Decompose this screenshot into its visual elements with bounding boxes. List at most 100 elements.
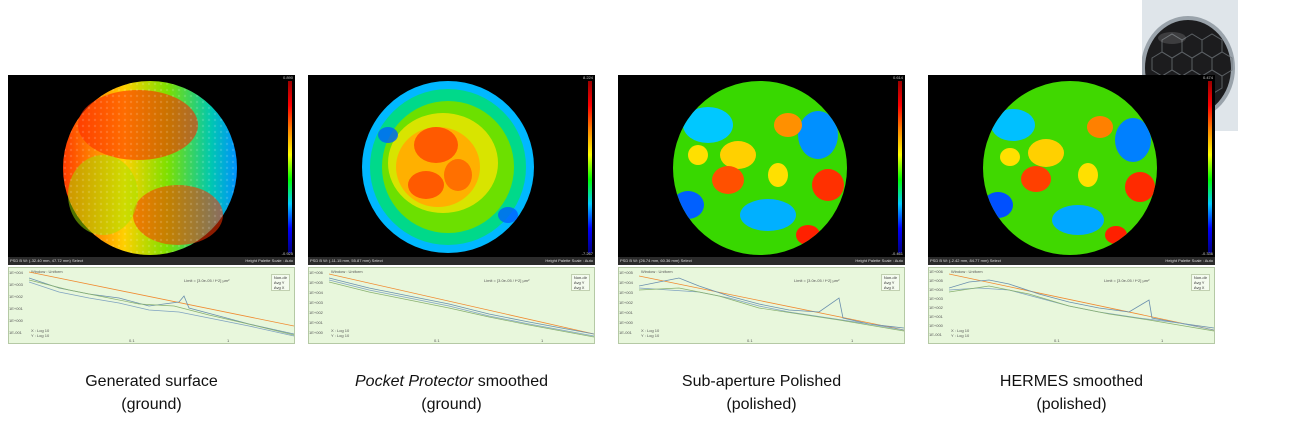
psd-legend: Non-dir Avg Y Avg X [270, 274, 290, 291]
psd-axes-note: X : Log 10 Y : Log 10 [641, 328, 659, 338]
y-tick: 1E+002 [9, 294, 23, 299]
status-bar: PSD B W: (-11.15 mm, 55.87 mm) Select He… [308, 257, 595, 265]
psd-window-label: Window : Uniform [31, 269, 63, 274]
y-tick: 1E+004 [619, 280, 633, 285]
legend-item: Avg Y [1193, 280, 1205, 285]
psd-window-label: Window : Uniform [331, 269, 363, 274]
y-tick: 1E-001 [929, 332, 942, 337]
y-tick: 1E+003 [619, 290, 633, 295]
scale-min-value: -7.267 [581, 251, 593, 256]
psd-window-label: Window : Uniform [641, 269, 673, 274]
scale-min-value: -0.925 [281, 251, 293, 256]
psd-window-label: Window : Uniform [951, 269, 983, 274]
psd-curves [949, 273, 1214, 332]
avg-x-line [29, 281, 294, 337]
y-tick: 1E+004 [929, 287, 943, 292]
psd-legend: Non-dir Avg Y Avg X [880, 274, 900, 291]
y-tick: 1E+002 [619, 300, 633, 305]
mirror-photo [1141, 0, 1238, 131]
y-tick: 1E+000 [619, 320, 633, 325]
axis-note: X : Log 10 [951, 328, 970, 333]
avg-x-line [949, 287, 1214, 331]
y-tick: 1E+003 [929, 296, 943, 301]
y-tick: 1E+004 [309, 290, 323, 295]
panel-caption: Pocket Protector smoothed (ground) [308, 370, 595, 416]
caption-line1: Generated surface [85, 373, 218, 390]
color-scale-bar [898, 81, 902, 253]
legend-item: Avg X [273, 285, 285, 290]
psd-plot: Window : Uniform Limit = [3.0e-05 / f^2]… [928, 267, 1215, 344]
psd-limit-label: Limit = [3.0e-05 / f^2] µm² [484, 278, 530, 283]
psd-legend: Non-dir Avg Y Avg X [1190, 274, 1210, 291]
panel-caption: Sub-aperture Polished (polished) [618, 370, 905, 416]
scale-max-value: 0.614 [892, 75, 903, 80]
non-dir-line [949, 285, 1214, 332]
caption-italic: Pocket Protector [355, 373, 474, 390]
legend-item: Avg Y [573, 280, 585, 285]
axis-note: Y : Log 10 [641, 333, 660, 338]
caption-line2: (ground) [421, 396, 482, 413]
axis-note: X : Log 10 [641, 328, 660, 333]
avg-y-line [639, 277, 904, 329]
height-map-image [673, 81, 847, 255]
scale-min-value: -0.461 [891, 251, 903, 256]
y-tick: 1E+002 [309, 310, 323, 315]
caption-line1: Sub-aperture Polished [681, 373, 842, 390]
y-tick: 1E+005 [619, 270, 633, 275]
y-tick: 1E+001 [309, 320, 323, 325]
y-tick: 1E+000 [9, 318, 23, 323]
x-tick: 0.1 [747, 338, 753, 343]
x-tick: 0.1 [129, 338, 135, 343]
status-left: PSD B W: (-2.42 mm, 84.77 mm) Select [930, 258, 1001, 263]
psd-axes-note: X : Log 10 Y : Log 10 [951, 328, 969, 338]
panel-caption: HERMES smoothed (polished) [928, 370, 1215, 416]
legend-item: Avg X [883, 285, 895, 290]
x-tick: 1 [541, 338, 544, 343]
legend-item: Avg Y [883, 280, 895, 285]
y-tick: 1E-001 [619, 330, 632, 335]
status-left: PSD B W: (26.74 mm, 60.36 mm) Select [620, 258, 692, 263]
avg-x-line [639, 287, 904, 331]
limit-line [29, 271, 294, 327]
status-right: Height Palette Scale : Auto [545, 258, 593, 263]
axis-note: Y : Log 10 [331, 333, 350, 338]
limit-line [949, 273, 1214, 331]
psd-curves [329, 273, 594, 338]
legend-item: Non-dir [273, 275, 287, 280]
y-tick: 1E+003 [309, 300, 323, 305]
axis-note: Y : Log 10 [31, 333, 50, 338]
y-tick: 1E+004 [9, 270, 23, 275]
y-tick: 1E-001 [9, 330, 22, 335]
x-tick: 0.1 [1054, 338, 1060, 343]
height-map-image [983, 81, 1157, 255]
caption-line2: (polished) [1036, 396, 1107, 413]
psd-axes-note: X : Log 10 Y : Log 10 [31, 328, 49, 338]
surface-map: 8.224 -7.267 [308, 75, 595, 257]
scale-max-value: 8.224 [582, 75, 593, 80]
color-scale-bar [588, 81, 592, 253]
y-tick: 1E+005 [929, 278, 943, 283]
non-dir-line [329, 281, 594, 338]
x-tick: 1 [227, 338, 230, 343]
x-tick: 1 [851, 338, 854, 343]
surface-map: 0.890 -0.925 [8, 75, 295, 257]
avg-y-line [329, 277, 594, 335]
legend-item: Non-dir [1193, 275, 1207, 280]
y-tick: 1E+006 [929, 269, 943, 274]
status-right: Height Palette Scale : Auto [245, 258, 293, 263]
caption-line1: HERMES smoothed [999, 373, 1144, 390]
y-tick: 1E+000 [929, 323, 943, 328]
scale-max-value: 0.474 [1202, 75, 1213, 80]
non-dir-line [639, 287, 904, 332]
color-scale-bar [288, 81, 292, 253]
y-tick: 1E+006 [309, 270, 323, 275]
y-tick: 1E+003 [9, 282, 23, 287]
y-tick: 1E+002 [929, 305, 943, 310]
status-bar: PSD B W: (-2.42 mm, 84.77 mm) Select Hei… [928, 257, 1215, 265]
psd-plot: Window : Uniform Limit = [3.0e-05 / f^2]… [8, 267, 295, 344]
legend-item: Non-dir [573, 275, 587, 280]
caption-line2: (ground) [121, 396, 182, 413]
surface-map: 0.474 -0.336 [928, 75, 1215, 257]
psd-curves [29, 271, 294, 337]
y-tick: 1E+005 [309, 280, 323, 285]
